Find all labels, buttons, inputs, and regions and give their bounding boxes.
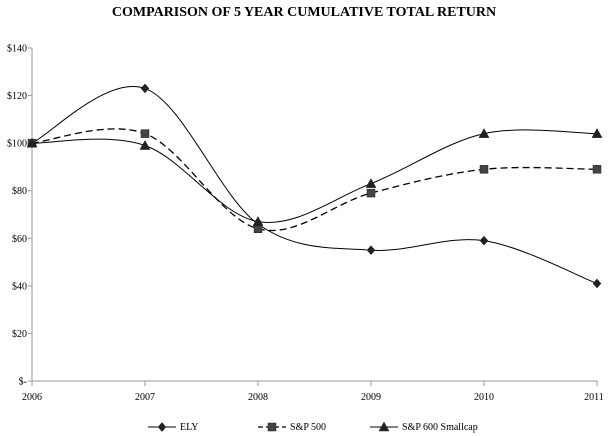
data-point-square [479,165,489,174]
y-tick-label: $140 [7,44,27,55]
series-line [31,86,598,284]
data-point-triangle [26,137,38,148]
y-tick-label: $40 [12,281,27,292]
legend-marker-square [267,422,277,432]
data-point-diamond [140,83,150,94]
series-line [31,129,598,223]
legend-item: ELY [148,422,198,433]
series-layer [26,83,603,289]
series-diamond [27,83,602,289]
data-point-triangle [591,128,603,138]
series-triangle [26,128,603,226]
y-tick-label: $100 [7,139,27,150]
data-point-square [253,224,263,234]
data-point-triangle [365,178,377,188]
data-point-triangle [139,140,151,150]
data-point-triangle [252,216,264,226]
legend-label: S&P 500 [290,422,326,433]
data-point-diamond [479,235,489,246]
x-tick-label: 2008 [248,392,268,403]
series-line [31,128,598,231]
legend-marker-triangle [378,421,390,432]
x-tick-label: 2006 [22,392,42,403]
legend-item: S&P 600 Smallcap [370,421,478,433]
series-square [27,128,602,234]
data-point-square [140,129,150,138]
x-tick-label: 2010 [474,392,494,403]
legend-item: S&P 500 [258,422,326,433]
axes: $- $20 $40 $60 $80 $100 $120 $140 2006 2007 2008 20… [7,44,604,404]
data-point-diamond [592,278,602,289]
chart-title: COMPARISON OF 5 YEAR CUMULATIVE TOTAL RE… [112,5,496,20]
y-tick-label: $80 [12,186,27,197]
legend: ELY S&P 500 S&P 600 Smallcap [148,421,478,433]
legend-label: S&P 600 Smallcap [402,422,478,433]
data-point-diamond [366,245,376,256]
legend-marker-diamond [157,422,167,432]
data-point-triangle [478,128,490,138]
legend-label: ELY [180,422,198,433]
y-tick-label: $20 [12,329,27,340]
x-tick-label: 2009 [361,392,381,403]
data-point-square [366,188,376,198]
y-tick-label: $60 [12,234,27,245]
y-tick-label: $120 [7,91,27,102]
y-tick-label: $- [19,377,27,388]
x-tick-label: 2007 [135,392,155,403]
x-tick-label: 2011 [584,392,604,403]
data-point-square [592,165,602,174]
